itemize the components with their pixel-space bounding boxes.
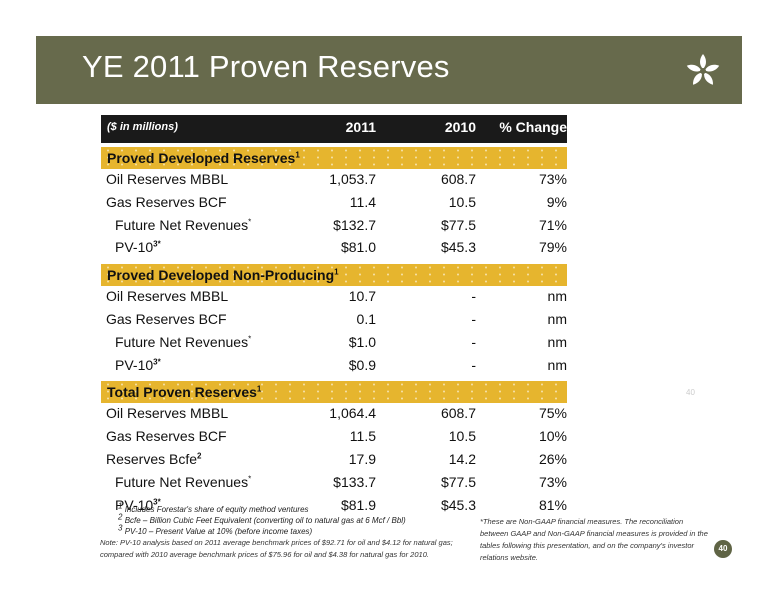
value-2011: 1,064.4 — [329, 405, 376, 422]
table-row: Oil Reserves MBBL 1,053.7 608.7 73% — [101, 169, 567, 192]
leaf-star-logo-icon — [686, 54, 720, 85]
value-2011: 11.4 — [349, 193, 376, 210]
value-2011: 17.9 — [348, 450, 376, 467]
value-change: nm — [547, 333, 567, 350]
table-header: ($ in millions) 2011 2010 % Change — [101, 115, 567, 143]
table-row: Gas Reserves BCF 0.1 - nm — [101, 309, 567, 332]
value-2010: 14.2 — [448, 450, 476, 467]
value-change: 26% — [538, 450, 567, 467]
col-2011-header: 2011 — [345, 119, 376, 135]
non-gaap-note: *These are Non-GAAP financial measures. … — [480, 517, 708, 562]
row-label: Future Net Revenues* — [115, 333, 252, 350]
title-banner: YE 2011 Proven Reserves — [36, 36, 742, 104]
value-2011: $81.0 — [340, 239, 376, 256]
value-2011: $1.0 — [348, 333, 376, 350]
row-label: Oil Reserves MBBL — [106, 171, 229, 187]
footnote-2: 2 Bcfe – Billion Cubic Feet Equivalent (… — [118, 512, 406, 525]
col-change-header: % Change — [499, 119, 567, 135]
section-header: Total Proven Reserves1 — [101, 381, 567, 404]
value-2010: 10.5 — [448, 193, 476, 210]
value-change: 10% — [538, 428, 567, 445]
footnote-1: 1 Includes Forestar's share of equity me… — [118, 501, 309, 514]
row-label: Gas Reserves BCF — [106, 428, 227, 445]
value-2010: $77.5 — [440, 473, 476, 490]
table-row: PV-103* $81.0 $45.3 79% — [101, 237, 567, 260]
value-change: nm — [547, 310, 567, 327]
section-title: Total Proven Reserves1 — [107, 384, 262, 401]
page-title: YE 2011 Proven Reserves — [82, 49, 450, 84]
value-change: nm — [547, 288, 567, 305]
section-title: Proved Developed Reserves1 — [107, 150, 300, 166]
page-number-badge: 40 — [714, 540, 732, 558]
value-2011: 0.1 — [356, 310, 376, 327]
value-2011: 10.7 — [348, 288, 376, 305]
value-2011: 11.5 — [349, 428, 376, 445]
row-label: Gas Reserves BCF — [106, 193, 227, 210]
value-change: 73% — [538, 171, 567, 187]
value-2011: 1,053.7 — [329, 171, 376, 187]
value-2010: $45.3 — [440, 239, 476, 256]
value-2010: - — [471, 333, 476, 350]
value-change: 71% — [538, 216, 567, 233]
value-2011: $81.9 — [340, 496, 376, 513]
value-change: 9% — [546, 193, 567, 210]
value-2010: - — [471, 288, 476, 305]
table-row: Oil Reserves MBBL 1,064.4 608.7 75% — [101, 403, 567, 426]
value-change: 81% — [538, 496, 567, 513]
row-label: Reserves Bcfe2 — [106, 450, 202, 467]
table-row: Reserves Bcfe2 17.9 14.2 26% — [101, 449, 567, 472]
table-row: Gas Reserves BCF 11.4 10.5 9% — [101, 192, 567, 215]
table-row: PV-103* $81.9 $45.3 81% — [101, 495, 567, 518]
reserves-table: ($ in millions) 2011 2010 % Change Prove… — [101, 115, 567, 517]
pricing-note: Note: PV-10 analysis based on 2011 avera… — [100, 538, 453, 559]
row-label: PV-103* — [115, 239, 161, 256]
units-label: ($ in millions) — [107, 121, 178, 133]
table-row: Gas Reserves BCF 11.5 10.5 10% — [101, 426, 567, 449]
value-change: 73% — [538, 473, 567, 490]
row-label: Oil Reserves MBBL — [106, 288, 229, 305]
row-label: Future Net Revenues* — [115, 216, 252, 233]
row-label: Oil Reserves MBBL — [106, 405, 229, 422]
value-2010: $45.3 — [440, 496, 476, 513]
table-row: Future Net Revenues* $132.7 $77.5 71% — [101, 215, 567, 238]
value-2010: $77.5 — [440, 216, 476, 233]
row-label: Future Net Revenues* — [115, 473, 252, 490]
section-header: Proved Developed Non-Producing1 — [101, 264, 567, 287]
section-title: Proved Developed Non-Producing1 — [107, 267, 339, 284]
value-2010: 10.5 — [448, 428, 476, 445]
value-2010: - — [471, 356, 476, 373]
value-2011: $133.7 — [333, 473, 376, 490]
value-change: 79% — [538, 239, 567, 256]
table-sections: Proved Developed Reserves1 Oil Reserves M… — [101, 147, 567, 517]
row-label: Gas Reserves BCF — [106, 310, 227, 327]
table-row: Future Net Revenues* $133.7 $77.5 73% — [101, 472, 567, 495]
value-change: 75% — [538, 405, 567, 422]
section-header: Proved Developed Reserves1 — [101, 147, 567, 169]
table-row: Future Net Revenues* $1.0 - nm — [101, 332, 567, 355]
value-2011: $132.7 — [333, 216, 376, 233]
footnote-3: 3 PV-10 – Present Value at 10% (before i… — [118, 523, 313, 536]
row-label: PV-103* — [115, 496, 161, 513]
value-2010: - — [471, 310, 476, 327]
value-2010: 608.7 — [440, 405, 476, 422]
table-row: Oil Reserves MBBL 10.7 - nm — [101, 286, 567, 309]
col-2010-header: 2010 — [444, 119, 476, 135]
value-2010: 608.7 — [440, 171, 476, 187]
ghost-page-number: 40 — [686, 388, 695, 397]
table-row: PV-103* $0.9 - nm — [101, 355, 567, 378]
value-2011: $0.9 — [348, 356, 376, 373]
row-label: PV-103* — [115, 356, 161, 373]
value-change: nm — [547, 356, 567, 373]
